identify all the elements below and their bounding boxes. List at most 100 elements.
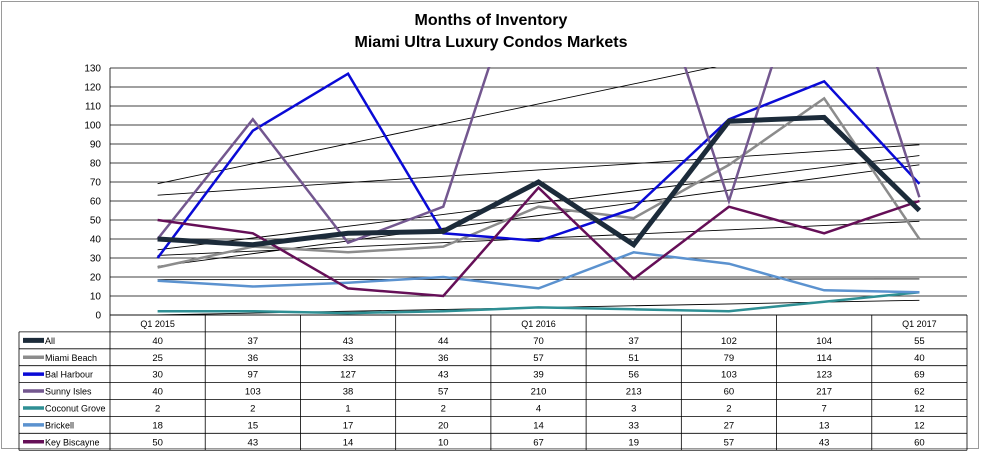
- table-cell-value: 97: [248, 370, 259, 381]
- table-cell-value: 18: [152, 420, 163, 431]
- table-cell-value: 27: [724, 420, 735, 431]
- table-cell-value: 1: [345, 403, 350, 414]
- trendline: [157, 278, 920, 281]
- legend-label: Key Biscayne: [45, 437, 100, 447]
- y-tick-label: 20: [90, 273, 102, 284]
- table-cell-value: 14: [533, 420, 544, 431]
- table-cell-value: 103: [721, 370, 737, 381]
- y-tick-label: 130: [84, 64, 101, 75]
- trendline: [157, 220, 920, 256]
- table-cell-value: 33: [343, 353, 354, 364]
- series-line-brickell: [157, 251, 920, 294]
- table-cell-value: 37: [248, 336, 259, 347]
- table-cell-value: 123: [816, 370, 832, 381]
- y-tick-label: 80: [90, 159, 102, 170]
- table-cell-value: 43: [438, 370, 449, 381]
- table-cell-value: 15: [248, 420, 259, 431]
- table-cell-value: 3: [631, 403, 636, 414]
- table-cell-value: 57: [533, 353, 544, 364]
- x-category-label: Q1 2017: [902, 319, 937, 329]
- table-cell-value: 43: [819, 437, 830, 448]
- trendline: [157, 67, 717, 185]
- table-cell-value: 37: [628, 336, 639, 347]
- table-cell-value: 60: [914, 437, 925, 448]
- table-cell-value: 67: [533, 437, 544, 448]
- legend-label: Bal Harbour: [45, 370, 93, 380]
- table-cell-value: 30: [152, 370, 163, 381]
- series-line-key-biscayne: [157, 185, 920, 298]
- table-cell-value: 2: [155, 403, 160, 414]
- y-tick-label: 30: [90, 254, 102, 265]
- plot-area: [156, 67, 922, 315]
- table-cell-value: 44: [438, 336, 449, 347]
- series-line-sunny-isles: [156, 67, 921, 245]
- legend-label: Miami Beach: [45, 353, 97, 363]
- trendline: [157, 155, 920, 251]
- table-cell-value: 13: [819, 420, 830, 431]
- table-cell-value: 19: [628, 437, 639, 448]
- table-cell-value: 50: [152, 437, 163, 448]
- y-tick-label: 90: [90, 140, 102, 151]
- table-cell-value: 213: [626, 387, 642, 398]
- x-category-label: Q1 2015: [140, 319, 175, 329]
- table-cell-value: 102: [721, 336, 737, 347]
- table-cell-value: 36: [248, 353, 259, 364]
- table-cell-value: 40: [152, 387, 163, 398]
- table-cell-value: 2: [726, 403, 731, 414]
- y-tick-label: 120: [84, 83, 101, 94]
- y-tick-label: 110: [85, 102, 101, 113]
- table-cell-value: 103: [245, 387, 261, 398]
- table-cell-value: 2: [250, 403, 255, 414]
- table-cell-value: 60: [724, 387, 735, 398]
- table-cell-value: 56: [628, 370, 639, 381]
- y-tick-label: 50: [90, 216, 102, 227]
- legend-label: Coconut Grove: [45, 403, 106, 413]
- table-cell-value: 104: [816, 336, 832, 347]
- table-cell-value: 43: [343, 336, 354, 347]
- table-cell-value: 17: [343, 420, 354, 431]
- table-cell-value: 38: [343, 387, 354, 398]
- table-cell-value: 57: [724, 437, 735, 448]
- table-cell-value: 79: [724, 353, 735, 364]
- table-cell-value: 25: [152, 353, 163, 364]
- table-cell-value: 12: [914, 420, 925, 431]
- table-cell-value: 43: [248, 437, 259, 448]
- series-line-coconut-grove: [157, 290, 920, 315]
- table-cell-value: 39: [533, 370, 544, 381]
- table-cell-value: 4: [536, 403, 541, 414]
- series-line-bal-harbour: [156, 71, 921, 259]
- y-tick-label: 0: [95, 311, 101, 322]
- table-cell-value: 62: [914, 387, 925, 398]
- table-cell-value: 20: [438, 420, 449, 431]
- table-cell-value: 33: [628, 420, 639, 431]
- chart-subtitle: Miami Ultra Luxury Condos Markets: [354, 34, 628, 51]
- table-cell-value: 55: [914, 336, 925, 347]
- table-cell-value: 57: [438, 387, 449, 398]
- table-cell-value: 114: [817, 353, 832, 364]
- y-tick-label: 40: [90, 235, 102, 246]
- legend-label: Brickell: [45, 420, 74, 430]
- table-cell-value: 10: [438, 437, 449, 448]
- table-cell-value: 127: [340, 370, 356, 381]
- y-tick-label: 60: [90, 197, 102, 208]
- legend-label: Sunny Isles: [45, 387, 92, 397]
- table-cell-value: 7: [822, 403, 827, 414]
- series-line-all: [157, 114, 922, 249]
- table-cell-value: 40: [914, 353, 925, 364]
- table-cell-value: 70: [533, 336, 544, 347]
- table-cell-value: 14: [343, 437, 354, 448]
- y-tick-label: 70: [90, 178, 102, 189]
- table-cell-value: 40: [152, 336, 163, 347]
- table-cell-value: 51: [628, 353, 639, 364]
- trendline: [157, 144, 920, 196]
- x-category-label: Q1 2016: [521, 319, 556, 329]
- legend-label: All: [45, 336, 55, 346]
- chart-title: Months of Inventory: [414, 12, 568, 29]
- table-cell-value: 36: [438, 353, 449, 364]
- table-cell-value: 2: [441, 403, 446, 414]
- table-cell-value: 69: [914, 370, 925, 381]
- y-tick-label: 100: [84, 121, 101, 132]
- table-cell-value: 210: [531, 387, 547, 398]
